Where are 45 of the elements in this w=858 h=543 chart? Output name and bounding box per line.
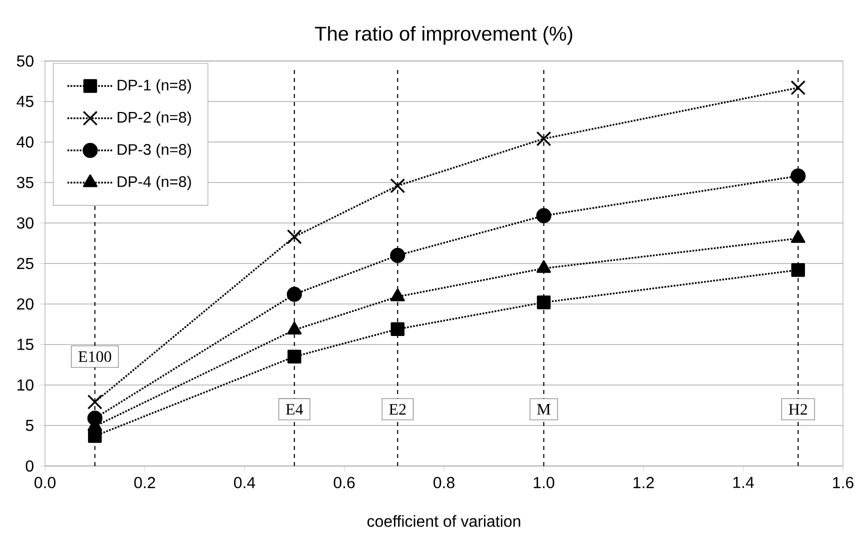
x-tick-label: 1.2 [634, 476, 654, 488]
y-tick-label: 35 [16, 176, 34, 188]
y-tick-label: 40 [16, 136, 34, 148]
x-tick-label: 1.0 [534, 476, 554, 488]
y-tick-label: 0 [26, 460, 34, 472]
y-tick-label: 10 [17, 379, 34, 391]
ref-line-label: M [537, 404, 550, 415]
x-tick-label: 1.4 [733, 476, 754, 488]
x-tick-label: 0.2 [134, 476, 156, 488]
point [87, 394, 102, 410]
point [536, 296, 551, 310]
point [536, 208, 552, 224]
y-tick-label: 5 [26, 420, 34, 432]
y-tick-label: 30 [16, 217, 34, 229]
x-tick-label: 1.6 [833, 476, 854, 488]
y-tick-label: 25 [17, 258, 34, 270]
legend-label: DP-1 (n=8) [118, 79, 191, 94]
point [790, 168, 806, 184]
ref-line-label: E4 [286, 404, 304, 415]
x-tick-label: 0.8 [434, 476, 454, 488]
ref-line-label: E2 [389, 404, 406, 415]
x-tick-label: 0.6 [334, 476, 355, 488]
y-tick-label: 45 [16, 96, 34, 108]
point [288, 350, 302, 364]
point [390, 322, 404, 336]
point [790, 80, 806, 96]
point [286, 229, 302, 244]
point [88, 429, 102, 443]
x-axis-title: coefficient of variation [367, 515, 520, 527]
ref-line-label: H2 [788, 404, 807, 415]
legend-label: DP-2 (n=8) [118, 111, 191, 126]
y-tick-label: 15 [17, 338, 34, 350]
legend-label: DP-3 (n=8) [118, 144, 191, 158]
point [791, 263, 805, 277]
legend-label: DP-4 (n=8) [118, 176, 191, 190]
point [390, 248, 406, 263]
point [286, 286, 302, 302]
y-tick-label: 20 [17, 298, 34, 310]
point [390, 178, 406, 194]
chart-title: The ratio of improvement (%) [314, 26, 572, 45]
point [536, 131, 552, 146]
x-tick-label: 0.0 [34, 476, 56, 488]
y-tick-label: 50 [16, 55, 34, 67]
x-tick-label: 0.4 [234, 476, 256, 488]
ref-line-label: E100 [78, 351, 112, 362]
